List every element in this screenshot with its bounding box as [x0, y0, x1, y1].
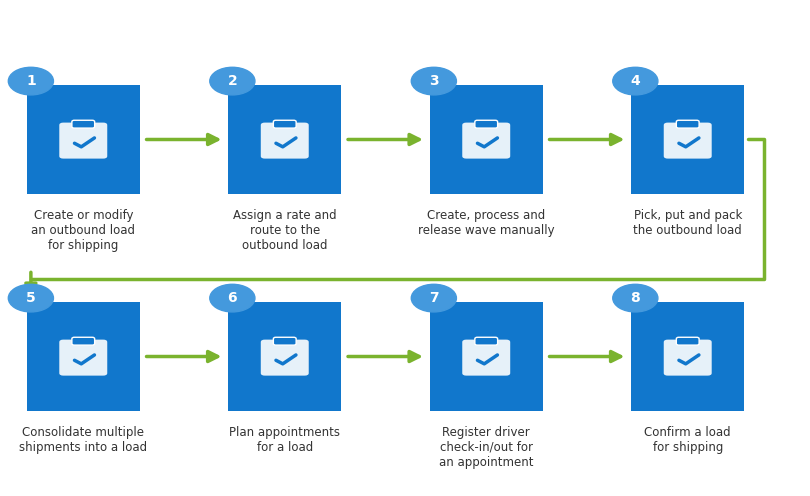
FancyBboxPatch shape [463, 123, 510, 159]
FancyBboxPatch shape [475, 120, 497, 128]
Circle shape [210, 67, 255, 95]
Text: 1: 1 [26, 74, 36, 88]
Text: Confirm a load
for shipping: Confirm a load for shipping [645, 426, 731, 453]
Text: Assign a rate and
route to the
outbound load: Assign a rate and route to the outbound … [233, 208, 337, 251]
FancyBboxPatch shape [273, 337, 296, 345]
Text: Pick, put and pack
the outbound load: Pick, put and pack the outbound load [633, 208, 742, 237]
FancyBboxPatch shape [27, 85, 139, 194]
FancyBboxPatch shape [72, 120, 95, 128]
Circle shape [613, 284, 658, 312]
FancyBboxPatch shape [273, 120, 296, 128]
FancyBboxPatch shape [663, 123, 712, 159]
Text: Plan appointments
for a load: Plan appointments for a load [229, 426, 340, 453]
FancyBboxPatch shape [27, 302, 139, 411]
Text: 2: 2 [228, 74, 237, 88]
Circle shape [210, 284, 255, 312]
Text: 3: 3 [429, 74, 439, 88]
Circle shape [411, 284, 456, 312]
FancyBboxPatch shape [631, 302, 744, 411]
Text: Register driver
check-in/out for
an appointment: Register driver check-in/out for an appo… [439, 426, 534, 469]
FancyBboxPatch shape [676, 337, 699, 345]
Circle shape [411, 67, 456, 95]
FancyBboxPatch shape [228, 85, 341, 194]
FancyBboxPatch shape [59, 123, 107, 159]
Text: 4: 4 [630, 74, 640, 88]
FancyBboxPatch shape [631, 85, 744, 194]
FancyBboxPatch shape [261, 340, 309, 375]
Text: 8: 8 [630, 291, 640, 305]
Text: 5: 5 [26, 291, 36, 305]
Text: 7: 7 [429, 291, 439, 305]
Circle shape [613, 67, 658, 95]
FancyBboxPatch shape [59, 340, 107, 375]
Circle shape [8, 284, 53, 312]
Text: 6: 6 [228, 291, 237, 305]
FancyBboxPatch shape [475, 337, 497, 345]
FancyBboxPatch shape [72, 337, 95, 345]
Text: Consolidate multiple
shipments into a load: Consolidate multiple shipments into a lo… [19, 426, 147, 453]
Circle shape [8, 67, 53, 95]
FancyBboxPatch shape [463, 340, 510, 375]
FancyBboxPatch shape [430, 85, 543, 194]
Text: Create or modify
an outbound load
for shipping: Create or modify an outbound load for sh… [32, 208, 135, 251]
FancyBboxPatch shape [676, 120, 699, 128]
FancyBboxPatch shape [228, 302, 341, 411]
FancyBboxPatch shape [430, 302, 543, 411]
Text: Create, process and
release wave manually: Create, process and release wave manuall… [418, 208, 555, 237]
FancyBboxPatch shape [261, 123, 309, 159]
FancyBboxPatch shape [663, 340, 712, 375]
